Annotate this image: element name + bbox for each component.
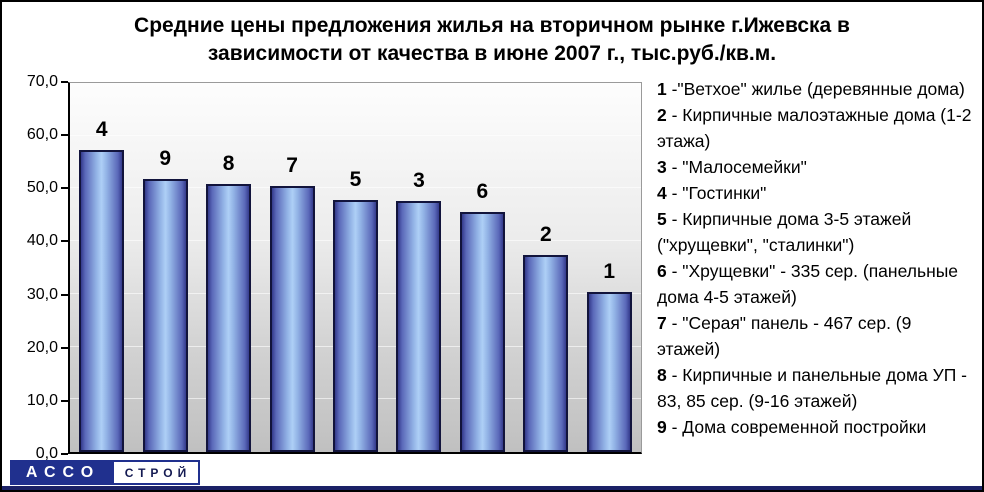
legend-item-9: 9 - Дома современной постройки [657, 417, 927, 437]
bar-category-2 [523, 255, 569, 452]
bar-label: 3 [413, 169, 425, 193]
legend-item-number: 6 [657, 261, 667, 281]
bar-label: 5 [349, 167, 362, 191]
y-tick-mark [61, 453, 68, 455]
bar-label: 8 [222, 152, 235, 176]
gridline [70, 187, 641, 189]
legend-item-number: 5 [657, 209, 667, 229]
bar-category-4 [79, 150, 125, 452]
bar-category-6 [459, 211, 505, 452]
legend-item-1: 1 -"Ветхое" жилье (деревянные дома) [657, 79, 965, 99]
y-tick-label: 0,0 [35, 445, 58, 462]
legend-item-number: 8 [657, 365, 667, 385]
legend: 1 -"Ветхое" жилье (деревянные дома) 2 - К… [657, 76, 979, 440]
bar-category-8 [206, 184, 252, 452]
legend-item-2: 2 - Кирпичные малоэтажные дома (1-2 этаж… [657, 105, 972, 151]
bar-category-5 [333, 199, 378, 452]
legend-item-number: 9 [657, 417, 667, 437]
legend-item-number: 4 [657, 183, 667, 203]
y-tick-label: 10,0 [26, 391, 58, 409]
legend-item-5: 5 - Кирпичные дома 3-5 этажей ("хрущевки… [657, 209, 912, 255]
y-tick-label: 70,0 [26, 73, 58, 90]
y-tick-label: 30,0 [26, 285, 58, 303]
legend-item-3: 3 - "Малосемейки" [657, 157, 807, 177]
plot-area: 4 9 8 7 5 3 6 2 1 [68, 82, 642, 454]
gridline [70, 134, 641, 136]
bottom-strip [2, 486, 982, 490]
legend-item-number: 2 [657, 105, 667, 125]
chart-title-line2: зависимости от качества в июне 2007 г., … [207, 42, 777, 65]
y-tick-mark [61, 346, 68, 349]
y-tick-label: 40,0 [26, 232, 58, 250]
y-tick-mark [61, 240, 68, 243]
chart-title: Средние цены предложения жилья на вторич… [2, 12, 982, 68]
bar-label: 1 [603, 260, 616, 284]
bar-label: 7 [286, 153, 298, 177]
legend-item-number: 1 [657, 79, 667, 99]
y-tick-mark [61, 81, 68, 83]
y-tick-label: 20,0 [26, 338, 58, 356]
legend-item-4: 4 - "Гостинки" [657, 183, 767, 203]
legend-item-number: 3 [657, 157, 667, 177]
y-tick-mark [61, 293, 68, 296]
bar-category-9 [142, 178, 188, 452]
bar-label: 9 [159, 146, 171, 170]
bar-label: 2 [539, 223, 552, 247]
y-tick-mark [61, 187, 68, 190]
legend-item-number: 7 [657, 313, 667, 333]
bar-label: 6 [476, 179, 489, 203]
y-tick-label: 50,0 [26, 179, 58, 197]
bar-category-3 [396, 201, 442, 452]
y-tick-mark [61, 134, 68, 137]
logo-stroy-box: СТРОЙ [112, 460, 200, 485]
bar-label: 4 [95, 118, 108, 142]
bar-category-7 [269, 185, 315, 452]
logo: АССО СТРОЙ [10, 460, 200, 485]
y-tick-label: 60,0 [26, 126, 58, 144]
y-tick-mark [61, 399, 68, 402]
chart-title-line1: Средние цены предложения жилья на вторич… [134, 14, 850, 37]
legend-item-8: 8 - Кирпичные и панельные дома УП - 83, … [657, 365, 967, 411]
legend-item-7: 7 - "Серая" панель - 467 сер. (9 этажей) [657, 313, 912, 359]
logo-acco-box: АССО [10, 460, 112, 485]
legend-item-6: 6 - "Хрущевки" - 335 сер. (панельные дом… [657, 261, 959, 307]
bar-category-1 [586, 292, 632, 452]
